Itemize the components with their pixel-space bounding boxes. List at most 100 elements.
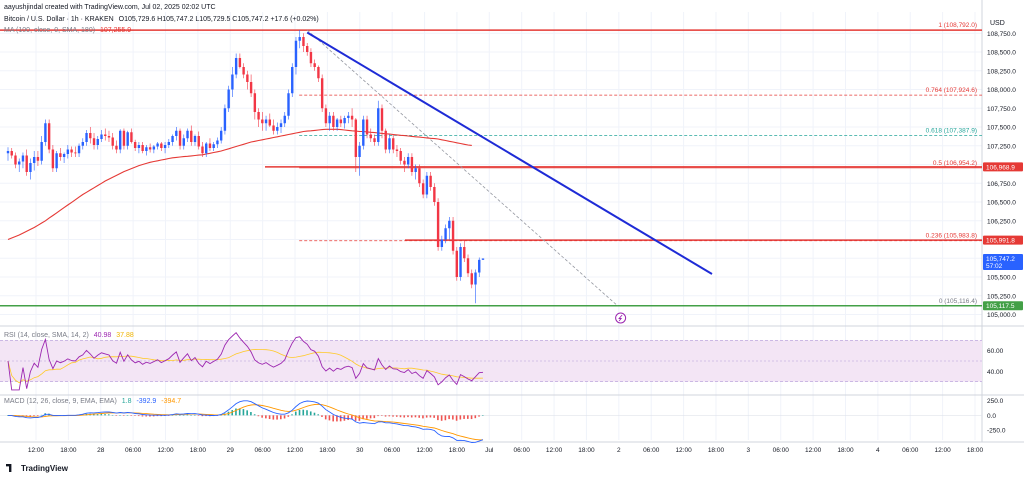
price-tag-label: 105,991.8 [986, 238, 1015, 245]
macd-histogram-bar [205, 415, 207, 417]
x-tick-label: 12:00 [157, 447, 174, 454]
candle [306, 43, 309, 56]
candle [186, 128, 189, 142]
candle [201, 142, 204, 157]
candle-body [111, 137, 114, 146]
candle-body [186, 130, 189, 139]
candle [167, 139, 171, 148]
candle-body [283, 115, 286, 124]
candle-body [294, 40, 298, 67]
candle [384, 128, 387, 154]
macd-tick-label: 0.0 [987, 413, 996, 420]
ma-value: 107,255.9 [100, 27, 132, 34]
candle [145, 145, 148, 156]
alert-icon [615, 312, 627, 324]
candle-body [171, 136, 174, 142]
candle [317, 65, 320, 82]
candle-body [175, 130, 178, 136]
fib-level-label: 1 (108,792.0) [938, 22, 977, 29]
candle-body [18, 161, 21, 165]
macd-histogram-bar [354, 415, 357, 421]
macd-histogram-bar [410, 415, 413, 418]
candle [418, 164, 421, 187]
candle-body [197, 136, 200, 147]
macd-histogram-bar [294, 411, 297, 416]
macd-histogram-bar [29, 415, 32, 417]
y-tick-label: 107,250.0 [987, 143, 1016, 150]
candle-body [152, 146, 156, 150]
candle-body [178, 130, 182, 146]
x-tick-label: 06:00 [125, 447, 142, 454]
candle-body [6, 151, 10, 154]
candle [141, 142, 144, 154]
macd-histogram-bar [455, 415, 458, 421]
macd-histogram-bar [407, 415, 409, 418]
candle [81, 138, 84, 150]
candle [335, 118, 339, 131]
macd-legend: MACD (12, 26, close, 9, EMA, EMA) 1.8 -3… [4, 398, 181, 405]
candle [425, 172, 429, 199]
candle [448, 217, 451, 240]
x-tick-label: 12:00 [934, 447, 951, 454]
candle-body [320, 78, 324, 109]
candle-body [365, 119, 369, 135]
macd-histogram-bar [126, 415, 129, 416]
x-tick-label: 29 [227, 447, 235, 454]
x-tick-label: 18:00 [967, 447, 984, 454]
candle [249, 74, 253, 97]
candle [246, 70, 249, 90]
candle-body [167, 142, 171, 145]
macd-histogram-bar [317, 414, 320, 416]
candle [156, 142, 159, 150]
candle [291, 63, 294, 97]
macd-histogram-bar [324, 415, 327, 420]
candle [14, 152, 17, 169]
candle [21, 152, 25, 169]
macd-histogram-bar [194, 414, 196, 416]
candle-body [448, 220, 451, 229]
macd-histogram-bar [272, 415, 275, 420]
symbol-title: Bitcoin / U.S. Dollar · 1h · KRAKEN [4, 16, 114, 23]
macd-tick-label: 250.0 [987, 398, 1004, 405]
candle [440, 235, 444, 251]
candle-body [276, 127, 279, 131]
x-tick-label: 18:00 [190, 447, 207, 454]
candle [481, 258, 485, 260]
macd-histogram-bar [141, 415, 144, 417]
ma-label: MA (100, close, 0, SMA, 180) [4, 27, 96, 34]
macd-histogram-bar [467, 415, 469, 419]
x-tick-label: 12:00 [546, 447, 563, 454]
candle [373, 134, 376, 146]
macd-hist-value: 1.8 [121, 398, 132, 405]
candle-body [47, 123, 51, 150]
macd-histogram-bar [134, 415, 136, 416]
x-tick-label: 18:00 [60, 447, 77, 454]
candle-body [115, 145, 118, 150]
candle [62, 152, 66, 163]
candle [55, 151, 58, 172]
candle-body [219, 130, 223, 141]
candle [347, 112, 350, 124]
macd-histogram-bar [399, 415, 402, 418]
macd-histogram-bar [111, 414, 114, 416]
macd-histogram-bar [156, 415, 159, 417]
macd-histogram-bar [107, 414, 110, 416]
macd-histogram-bar [414, 415, 417, 418]
macd-histogram-bar [470, 415, 473, 420]
symbol-legend: Bitcoin / U.S. Dollar · 1h · KRAKEN O105… [4, 16, 322, 23]
x-tick-label: 28 [97, 447, 105, 454]
macd-histogram-bar [478, 415, 480, 417]
x-tick-label: 06:00 [255, 447, 272, 454]
macd-line [7, 400, 484, 443]
candle-body [163, 145, 167, 148]
macd-histogram-bar [115, 415, 118, 416]
candle-body [62, 154, 66, 157]
candle [178, 128, 182, 150]
tradingview-logo[interactable]: TradingView [6, 464, 68, 473]
macd-histogram-bar [362, 415, 364, 420]
candle-body [246, 74, 249, 82]
candle-body [421, 183, 425, 195]
macd-histogram-bar [369, 415, 372, 419]
candle-body [40, 142, 43, 161]
